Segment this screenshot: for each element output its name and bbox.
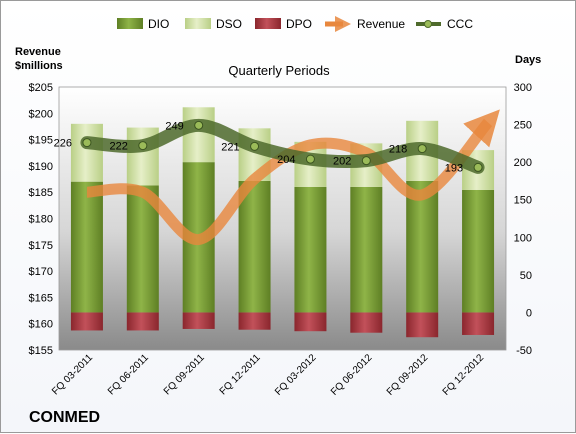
left-tick-label: $155 <box>29 345 53 357</box>
bar-dpo <box>406 312 439 338</box>
chart-title: Quarterly Periods <box>228 63 330 78</box>
legend-swatch-dpo <box>255 18 281 29</box>
bar-dso <box>182 107 215 163</box>
ccc-data-label: 204 <box>277 154 295 166</box>
right-tick-label: 150 <box>514 195 532 207</box>
line-series: 226 222 249 221 204 202 218 193 <box>54 109 500 246</box>
right-tick-label: 100 <box>514 232 532 244</box>
right-tick-label: 50 <box>520 270 532 282</box>
ccc-point <box>473 162 483 172</box>
legend-label-dio: DIO <box>148 17 169 31</box>
x-tick-label: FQ 06-2012 <box>329 352 375 398</box>
left-axis: $155 $160 $165 $170 $175 $180 $185 $190 $195 $200… <box>29 82 53 357</box>
ccc-data-label: 193 <box>445 162 463 174</box>
bar-dio <box>462 189 495 313</box>
x-tick-label: FQ 09-2012 <box>385 352 431 398</box>
x-tick-label: FQ 12-2011 <box>218 352 263 397</box>
left-tick-label: $160 <box>29 319 53 331</box>
bar-dso <box>70 123 103 182</box>
bar-dpo <box>70 312 103 331</box>
right-tick-label: -50 <box>516 345 532 357</box>
ccc-data-label: 221 <box>221 141 239 153</box>
ccc-data-label: 218 <box>389 144 407 156</box>
right-tick-label: 300 <box>514 82 532 94</box>
x-tick-label: FQ 03-2012 <box>273 352 319 398</box>
left-tick-label: $180 <box>29 214 53 226</box>
ccc-data-label: 226 <box>54 138 72 150</box>
left-tick-label: $205 <box>29 82 53 94</box>
left-tick-label: $175 <box>29 240 53 252</box>
legend-marker-ccc <box>424 20 432 28</box>
left-tick-label: $165 <box>29 292 53 304</box>
x-tick-label: FQ 06-2011 <box>106 352 151 397</box>
bar-dio <box>70 181 103 313</box>
ccc-line <box>80 118 485 174</box>
legend-label-dpo: DPO <box>286 17 312 31</box>
ccc-data-label: 222 <box>109 141 127 153</box>
x-tick-label: FQ 12-2012 <box>441 352 487 398</box>
legend-label-dso: DSO <box>216 17 242 31</box>
x-axis-labels: FQ 03-2011 FQ 06-2011 FQ 09-2011 FQ 12-2011… <box>50 352 486 398</box>
bar-dio <box>294 186 327 313</box>
company-name: CONMED <box>29 409 100 426</box>
ccc-point <box>194 120 204 130</box>
bar-dpo <box>294 312 327 332</box>
ccc-point <box>417 144 427 154</box>
ccc-point <box>138 141 148 151</box>
x-tick-label: FQ 09-2011 <box>162 352 207 397</box>
bar-dpo <box>462 312 495 335</box>
bar-dio <box>350 186 383 313</box>
left-axis-title-line1: Revenue <box>15 46 61 58</box>
ccc-point <box>361 156 371 166</box>
right-tick-label: 200 <box>514 157 532 169</box>
legend-swatch-dio <box>117 18 143 29</box>
legend-label-ccc: CCC <box>447 17 473 31</box>
bar-dpo <box>238 312 271 330</box>
ccc-point <box>250 141 260 151</box>
right-tick-label: 0 <box>526 307 532 319</box>
ccc-data-label: 249 <box>165 120 183 132</box>
ccc-point <box>305 154 315 164</box>
bar-dio <box>238 180 271 313</box>
bar-dpo <box>182 312 215 329</box>
legend-label-revenue: Revenue <box>357 17 405 31</box>
ccc-data-label: 202 <box>333 156 351 168</box>
left-tick-label: $170 <box>29 266 53 278</box>
legend-swatch-dso <box>185 18 211 29</box>
bar-dpo <box>350 312 383 333</box>
left-tick-label: $195 <box>29 135 53 147</box>
left-tick-label: $190 <box>29 161 53 173</box>
left-tick-label: $200 <box>29 108 53 120</box>
right-axis-title: Days <box>515 54 541 66</box>
legend: DIO DSO DPO Revenue CCC <box>117 15 473 33</box>
ccc-point <box>82 138 92 148</box>
right-tick-label: 250 <box>514 120 532 132</box>
bar-dio <box>406 180 439 313</box>
bar-dpo <box>126 312 159 331</box>
x-tick-label: FQ 03-2011 <box>50 352 95 397</box>
right-axis: -50 0 50 100 150 200 250 300 <box>514 82 532 357</box>
left-tick-label: $185 <box>29 187 53 199</box>
left-axis-title-line2: $millions <box>15 60 63 72</box>
plot-area <box>58 86 507 351</box>
